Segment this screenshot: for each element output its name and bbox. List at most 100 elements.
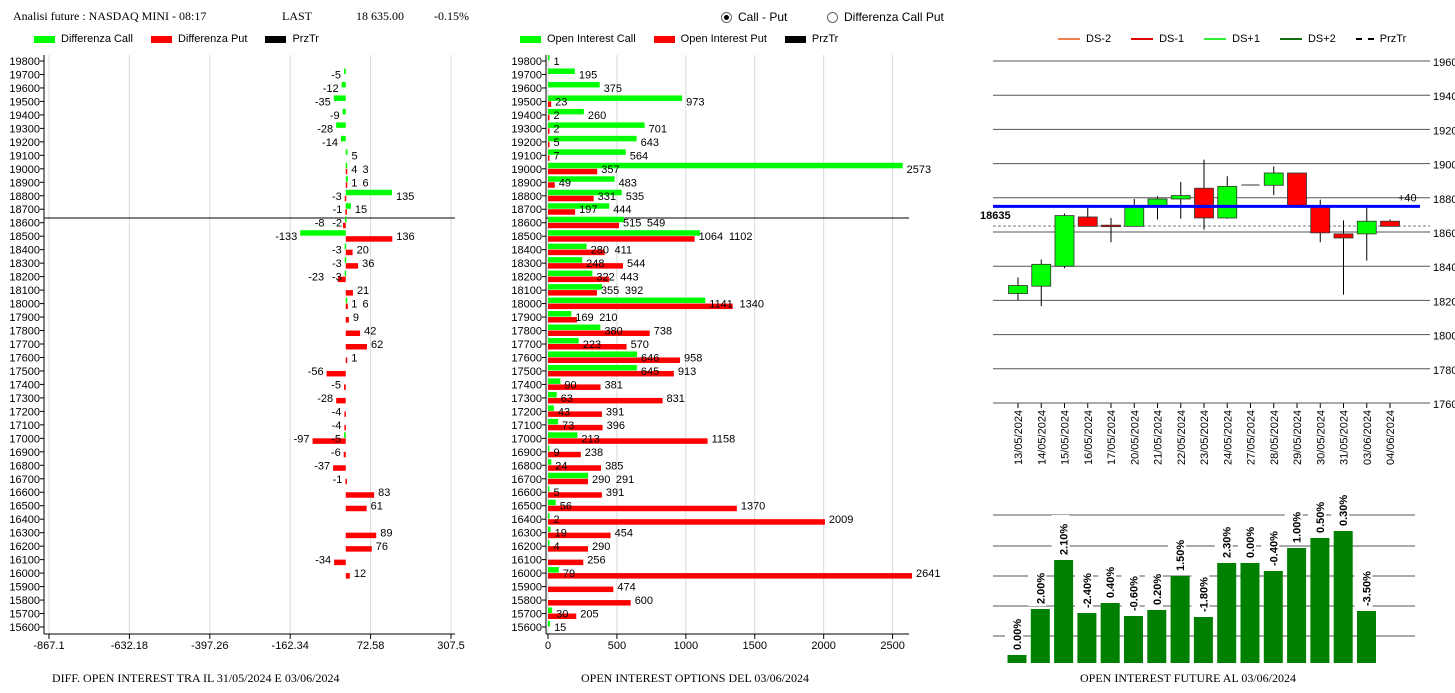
- candle-body: [1194, 187, 1214, 219]
- put-bar: [548, 519, 825, 525]
- y-tick-label: 16900: [511, 447, 542, 459]
- bar-value-label: 43: [558, 406, 570, 418]
- bar-value-label: 2: [554, 123, 560, 135]
- call-bar: [548, 149, 626, 155]
- radio-call-put[interactable]: Call - Put: [721, 10, 787, 24]
- bar-value-label: -4: [332, 420, 342, 432]
- y-tick-label: 15800: [511, 595, 542, 607]
- y-tick-label: 16500: [9, 501, 40, 513]
- bar-value-label: 738: [654, 326, 672, 338]
- bar-value-label: -5: [331, 433, 341, 445]
- bar-value-label: 83: [378, 487, 390, 499]
- x-tick-label: 04/06/2024: [1385, 410, 1397, 465]
- bar-value-label: 331: [598, 191, 616, 203]
- x-tick-label: -397.26: [191, 640, 228, 652]
- x-tick-label: -632.18: [111, 640, 148, 652]
- y-tick-label: 18700: [511, 204, 542, 216]
- bar-value-label: 6: [363, 177, 369, 189]
- bar-value-label: 355: [601, 285, 619, 297]
- call-bar: [548, 324, 601, 331]
- y-tick-label: 16100: [511, 555, 542, 567]
- legend-label: PrzTr: [292, 33, 319, 45]
- y-tick-label: 18000: [9, 299, 40, 311]
- radio-selected-icon[interactable]: [721, 11, 732, 23]
- legend-swatch-przTr: [784, 35, 806, 43]
- oi-bar: [1287, 548, 1307, 663]
- oi-label-bg: [1051, 515, 1070, 557]
- bar-value-label: -14: [322, 137, 338, 149]
- bar-value-label: 197: [579, 204, 597, 216]
- x-tick-label: 27/05/2024: [1246, 410, 1258, 465]
- call-bar: [548, 445, 550, 452]
- call-bar: [345, 216, 347, 223]
- put-bar: [548, 303, 733, 310]
- y-tick-label: 19000: [1433, 160, 1455, 172]
- x-tick-label: -162.34: [272, 640, 309, 652]
- call-bar: [548, 499, 556, 506]
- x-tick-label: 17/05/2024: [1106, 410, 1118, 465]
- legend-label: Differenza Call: [61, 33, 133, 45]
- put-bar: [548, 465, 602, 471]
- y-tick-label: 18500: [511, 231, 542, 243]
- bar-value-label: 1: [351, 299, 357, 311]
- oi-bar-label: 0.00%: [1245, 527, 1257, 558]
- bar-value-label: -23: [308, 272, 324, 284]
- bar-value-label: 2: [554, 110, 560, 122]
- y-tick-label: 18900: [511, 177, 542, 189]
- call-bar: [344, 270, 347, 277]
- legend-label: Differenza Put: [177, 33, 248, 45]
- call-bar: [333, 95, 346, 101]
- radio-unselected-icon[interactable]: [827, 11, 838, 23]
- bar-value-label: 20: [357, 245, 369, 257]
- bar-value-label: 322: [596, 272, 614, 284]
- y-tick-label: 18400: [1433, 262, 1455, 274]
- oi-label-bg: [1098, 558, 1117, 600]
- y-tick-label: 17500: [9, 366, 40, 378]
- x-tick-label: 31/05/2024: [1339, 410, 1351, 465]
- call-bar: [548, 472, 589, 479]
- call-bar: [548, 81, 600, 88]
- candle-body: [1263, 172, 1284, 186]
- bar-value-label: 290: [592, 541, 610, 553]
- y-tick-label: 19500: [9, 96, 40, 108]
- candle-body: [1333, 233, 1354, 239]
- y-tick-label: 19600: [511, 83, 542, 95]
- legend-swatch-put: [653, 35, 675, 43]
- call-bar: [548, 297, 706, 304]
- bar-value-label: 2641: [916, 568, 940, 580]
- call-bar: [345, 149, 348, 155]
- oi-label-bg: [1307, 493, 1326, 535]
- call-bar: [548, 486, 550, 492]
- oi-bar: [1333, 531, 1353, 663]
- bar-value-label: 392: [625, 285, 643, 297]
- y-tick-label: 18600: [9, 218, 40, 230]
- oi-bar: [1030, 609, 1050, 663]
- put-bar: [345, 263, 359, 269]
- x-tick-label: 30/05/2024: [1315, 410, 1327, 465]
- radio-diff-call-put[interactable]: Differenza Call Put: [827, 10, 944, 24]
- call-bar: [548, 230, 700, 236]
- oi-bar-label: 0.40%: [1105, 567, 1117, 598]
- call-bar: [548, 216, 624, 223]
- put-bar: [326, 370, 346, 377]
- bar-value-label: 549: [647, 218, 665, 230]
- offset-label: +40: [1398, 192, 1417, 204]
- bar-value-label: 7: [554, 150, 560, 162]
- put-bar: [345, 317, 349, 323]
- change-value: -0.15%: [434, 9, 469, 23]
- put-bar: [344, 384, 346, 390]
- y-tick-label: 16000: [511, 568, 542, 580]
- bar-value-label: 291: [616, 474, 634, 486]
- call-bar: [548, 257, 583, 263]
- x-tick-label: 72.58: [357, 640, 385, 652]
- bar-value-label: 2009: [829, 514, 853, 526]
- put-bar: [345, 532, 377, 539]
- bar-value-label: 391: [606, 406, 624, 418]
- y-tick-label: 17500: [511, 366, 542, 378]
- put-bar: [345, 249, 353, 256]
- oi-bar-label: -2.40%: [1082, 573, 1094, 608]
- oi-label-bg: [1121, 571, 1140, 613]
- y-tick-label: 19200: [1433, 125, 1455, 137]
- oi-bar-label: 0.20%: [1152, 574, 1164, 605]
- bar-value-label: -1: [333, 474, 343, 486]
